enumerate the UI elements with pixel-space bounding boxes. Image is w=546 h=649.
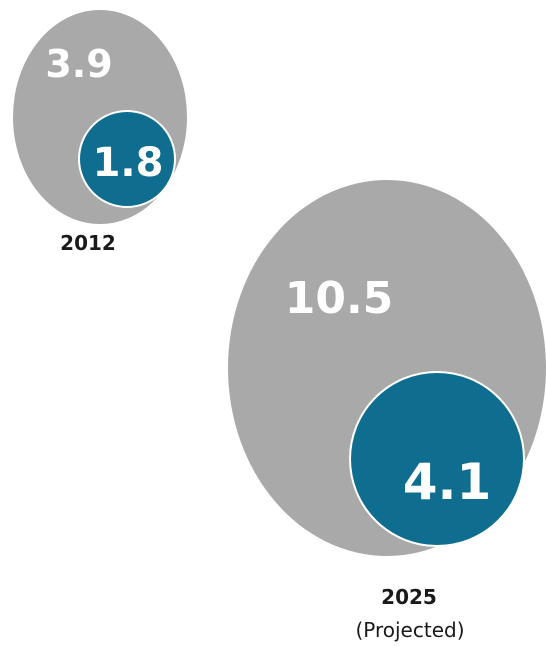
bubble-group-2012: 3.9 1.8 2012 bbox=[13, 10, 187, 255]
group-sublabel-2025: (Projected) bbox=[355, 618, 464, 642]
group-label-2012: 2012 bbox=[60, 231, 116, 255]
inner-value-label-2025: 4.1 bbox=[403, 453, 492, 511]
group-label-2025: 2025 bbox=[381, 585, 437, 609]
inner-value-label-2012: 1.8 bbox=[93, 140, 164, 186]
inner-bubble-2025 bbox=[349, 371, 525, 547]
bubble-group-2025: 10.5 4.1 2025 (Projected) bbox=[228, 180, 546, 642]
inner-bubble-2012 bbox=[78, 110, 176, 208]
outer-value-label-2012: 3.9 bbox=[45, 42, 112, 86]
outer-value-label-2025: 10.5 bbox=[285, 273, 394, 324]
